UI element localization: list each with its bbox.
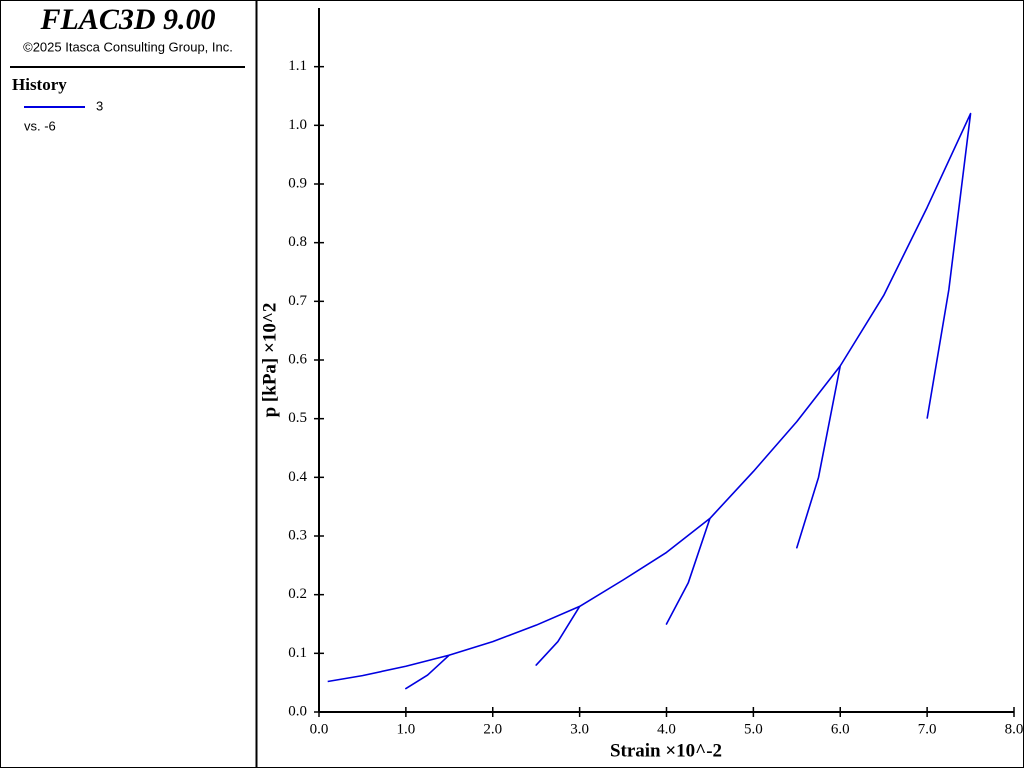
y-tick-label: 1.0 (288, 117, 307, 133)
legend-label: 3 (96, 98, 103, 113)
y-tick-label: 0.8 (288, 234, 307, 250)
x-tick-label: 1.0 (397, 721, 416, 737)
y-tick-label: 0.4 (288, 469, 307, 485)
x-tick-label: 0.0 (310, 721, 329, 737)
y-tick-label: 0.1 (288, 645, 307, 661)
x-tick-label: 6.0 (831, 721, 850, 737)
y-axis-label: p [kPa] ×10^2 (259, 303, 280, 418)
y-tick-label: 0.3 (288, 527, 307, 543)
y-tick-label: 0.6 (288, 351, 307, 367)
app-title: FLAC3D 9.00 (39, 3, 215, 36)
x-tick-label: 3.0 (570, 721, 589, 737)
data-line (327, 112, 972, 690)
y-tick-label: 1.1 (288, 58, 307, 74)
x-tick-label: 8.0 (1005, 721, 1024, 737)
x-tick-label: 2.0 (483, 721, 502, 737)
x-tick-label: 5.0 (744, 721, 763, 737)
legend-x-history: vs. -6 (24, 118, 56, 133)
y-tick-label: 0.2 (288, 586, 307, 602)
y-tick-label: 0.5 (288, 410, 307, 426)
y-tick-label: 0.7 (288, 293, 307, 309)
copyright: ©2025 Itasca Consulting Group, Inc. (23, 39, 233, 54)
x-tick-label: 4.0 (657, 721, 676, 737)
x-axis-label: Strain ×10^-2 (610, 740, 722, 761)
y-tick-label: 0.9 (288, 175, 307, 191)
x-tick-label: 7.0 (918, 721, 937, 737)
legend-heading: History (12, 75, 67, 94)
y-tick-label: 0.0 (288, 703, 307, 719)
